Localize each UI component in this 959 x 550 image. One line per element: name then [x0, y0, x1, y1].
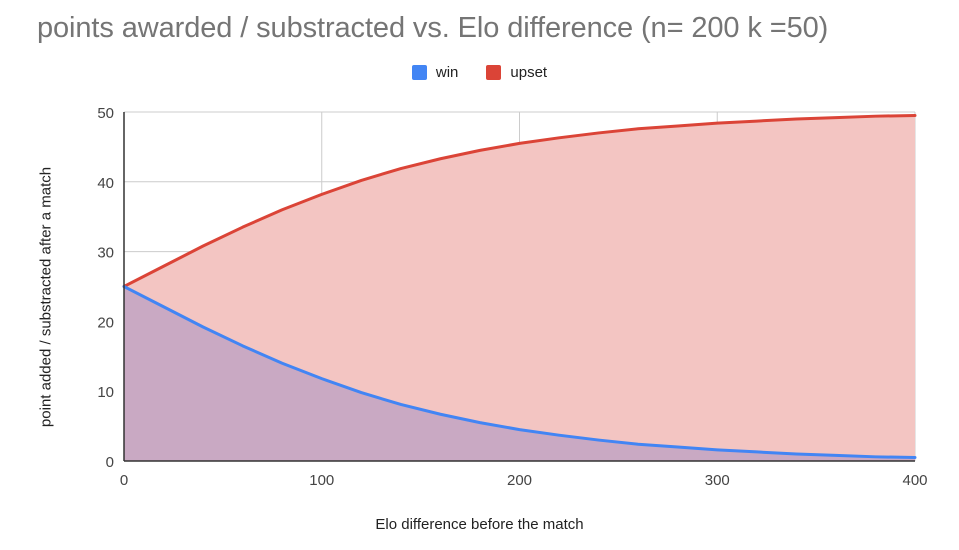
x-tick-label: 200 [507, 472, 532, 489]
x-tick-label: 400 [902, 472, 927, 489]
series-area-win [124, 286, 915, 461]
legend: win upset [0, 64, 959, 81]
legend-swatch-upset [486, 65, 502, 80]
y-tick-label: 0 [106, 454, 114, 471]
x-tick-label: 0 [120, 472, 128, 489]
series-line-upset [122, 113, 917, 288]
legend-item-win[interactable]: win [411, 64, 459, 81]
y-tick-label: 50 [97, 105, 114, 122]
y-tick-label: 20 [97, 314, 114, 331]
y-tick-label: 30 [97, 245, 114, 262]
chart-title: points awarded / substracted vs. Elo dif… [37, 12, 829, 44]
series-area-upset [124, 115, 915, 462]
legend-swatch-win [411, 65, 427, 80]
x-tick-label: 300 [705, 472, 730, 489]
y-tick-label: 40 [97, 175, 114, 192]
y-axis-title: point added / substracted after a match [37, 166, 55, 428]
x-axis-title: Elo difference before the match [375, 516, 584, 533]
series-line-win [122, 285, 917, 460]
legend-label-win: win [435, 64, 459, 81]
x-tick-label: 100 [309, 472, 334, 489]
legend-label-upset: upset [510, 64, 548, 81]
y-tick-label: 10 [97, 384, 114, 401]
legend-item-upset[interactable]: upset [486, 64, 547, 81]
